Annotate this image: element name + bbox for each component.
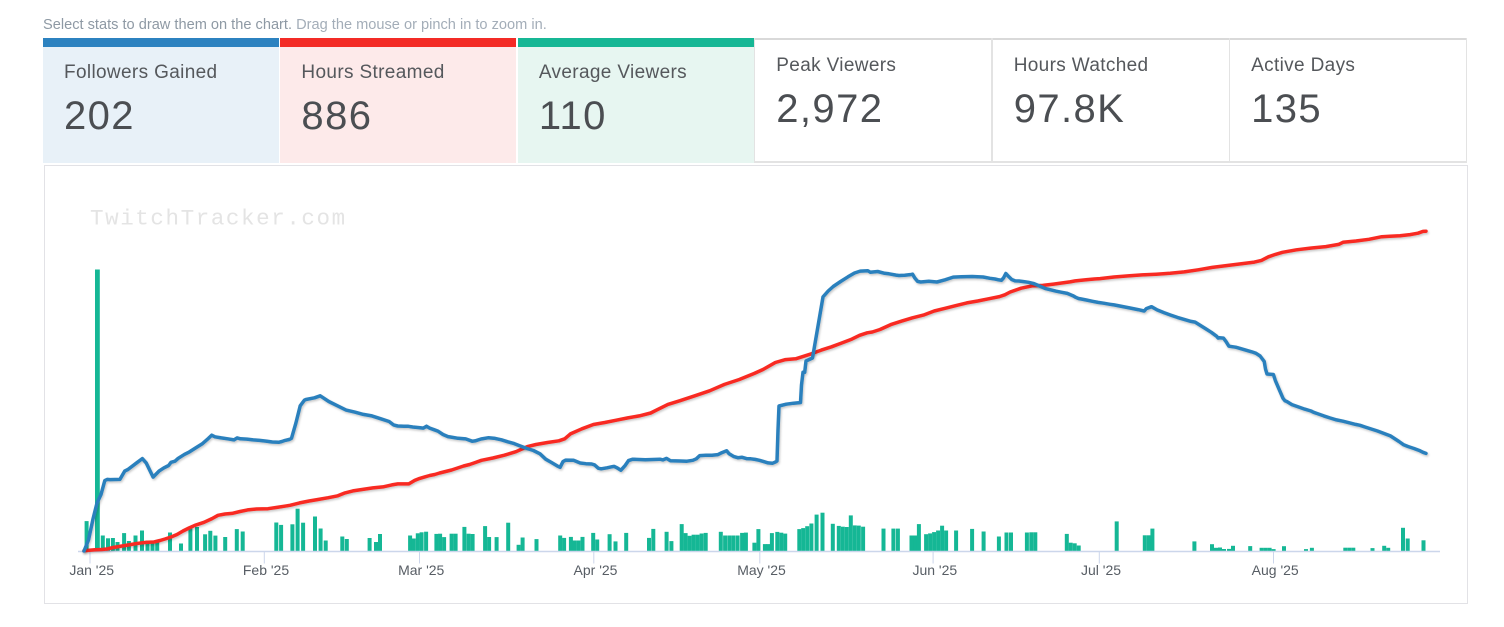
svg-text:Mar '25: Mar '25 bbox=[398, 562, 444, 578]
svg-text:Aug '25: Aug '25 bbox=[1252, 562, 1299, 578]
svg-text:Jun '25: Jun '25 bbox=[912, 562, 957, 578]
svg-text:May '25: May '25 bbox=[737, 562, 786, 578]
svg-text:Jul '25: Jul '25 bbox=[1081, 562, 1121, 578]
svg-text:Jan '25: Jan '25 bbox=[69, 562, 114, 578]
svg-text:Feb '25: Feb '25 bbox=[243, 562, 289, 578]
svg-text:TwitchTracker.com: TwitchTracker.com bbox=[90, 206, 347, 232]
svg-text:Apr '25: Apr '25 bbox=[574, 562, 618, 578]
